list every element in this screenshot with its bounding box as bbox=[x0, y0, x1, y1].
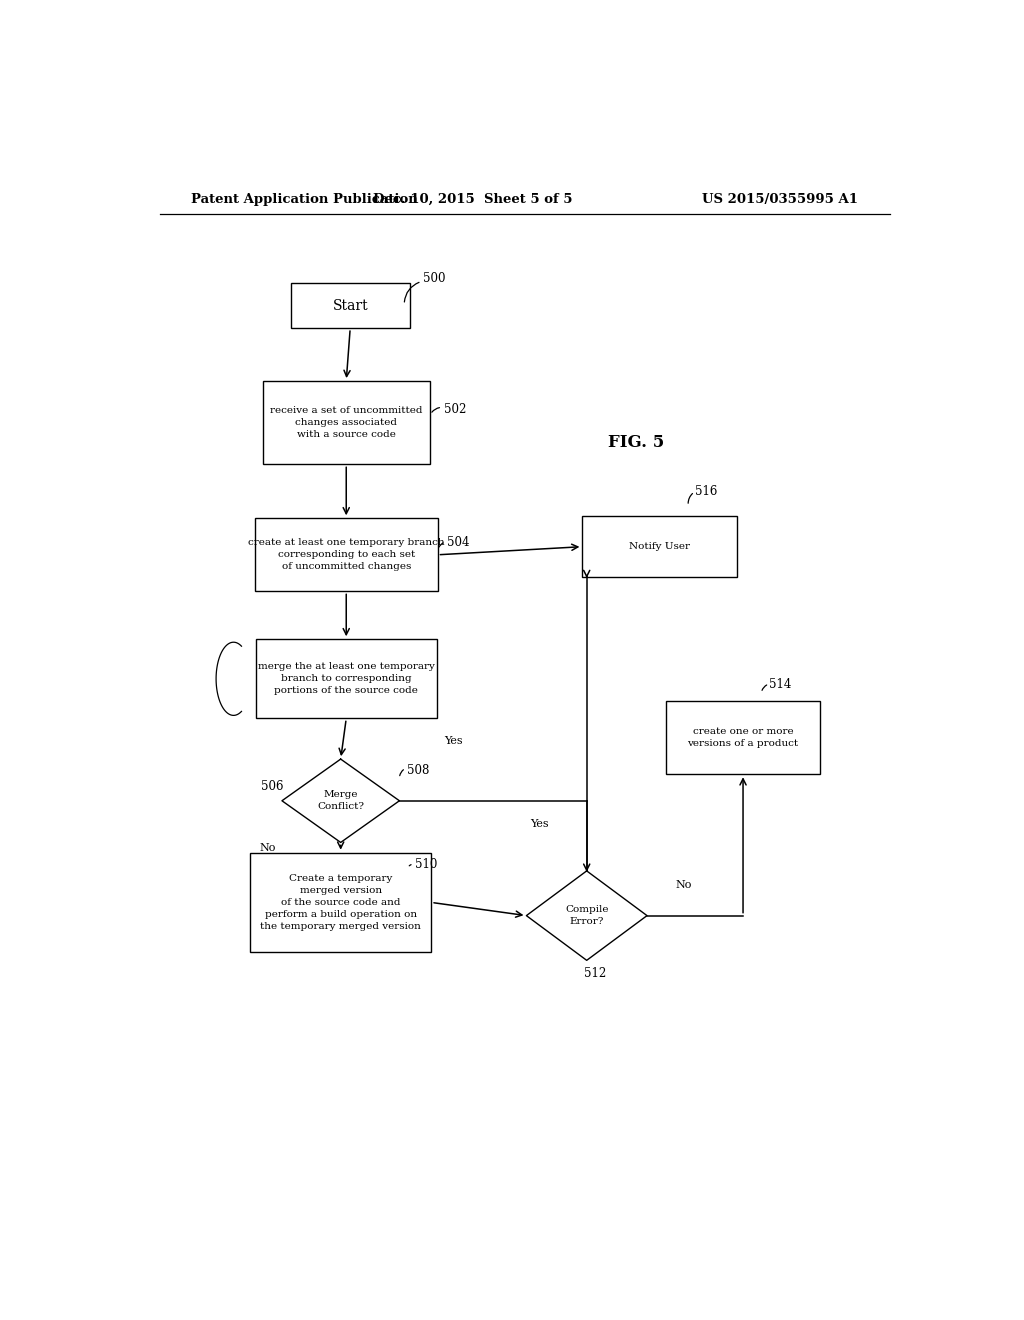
Text: Start: Start bbox=[333, 298, 368, 313]
Text: create at least one temporary branch
corresponding to each set
of uncommitted ch: create at least one temporary branch cor… bbox=[248, 539, 444, 572]
FancyBboxPatch shape bbox=[256, 639, 436, 718]
Text: FIG. 5: FIG. 5 bbox=[608, 434, 664, 451]
FancyBboxPatch shape bbox=[666, 701, 820, 775]
Text: create one or more
versions of a product: create one or more versions of a product bbox=[687, 727, 799, 748]
Text: 506: 506 bbox=[261, 780, 284, 793]
Text: 508: 508 bbox=[408, 764, 430, 776]
Text: 500: 500 bbox=[423, 272, 445, 285]
Text: 512: 512 bbox=[585, 968, 606, 979]
FancyBboxPatch shape bbox=[291, 284, 410, 329]
FancyBboxPatch shape bbox=[263, 381, 430, 465]
FancyBboxPatch shape bbox=[255, 519, 437, 591]
FancyBboxPatch shape bbox=[250, 853, 431, 952]
Text: Yes: Yes bbox=[443, 735, 463, 746]
Text: No: No bbox=[259, 842, 275, 853]
Text: Yes: Yes bbox=[530, 820, 549, 829]
Text: Create a temporary
merged version
of the source code and
perform a build operati: Create a temporary merged version of the… bbox=[260, 874, 421, 931]
Text: Dec. 10, 2015  Sheet 5 of 5: Dec. 10, 2015 Sheet 5 of 5 bbox=[374, 193, 573, 206]
Text: Compile
Error?: Compile Error? bbox=[565, 906, 608, 927]
Text: 502: 502 bbox=[443, 403, 466, 416]
Text: No: No bbox=[676, 880, 692, 890]
Text: receive a set of uncommitted
changes associated
with a source code: receive a set of uncommitted changes ass… bbox=[270, 407, 423, 440]
Text: 510: 510 bbox=[416, 858, 437, 871]
Text: Patent Application Publication: Patent Application Publication bbox=[191, 193, 418, 206]
Text: Notify User: Notify User bbox=[629, 543, 690, 552]
Text: 514: 514 bbox=[769, 678, 792, 692]
Text: merge the at least one temporary
branch to corresponding
portions of the source : merge the at least one temporary branch … bbox=[258, 663, 434, 696]
Text: US 2015/0355995 A1: US 2015/0355995 A1 bbox=[702, 193, 858, 206]
Text: 516: 516 bbox=[694, 486, 717, 498]
Text: 504: 504 bbox=[447, 536, 470, 549]
FancyBboxPatch shape bbox=[583, 516, 737, 577]
Text: Merge
Conflict?: Merge Conflict? bbox=[317, 791, 365, 812]
